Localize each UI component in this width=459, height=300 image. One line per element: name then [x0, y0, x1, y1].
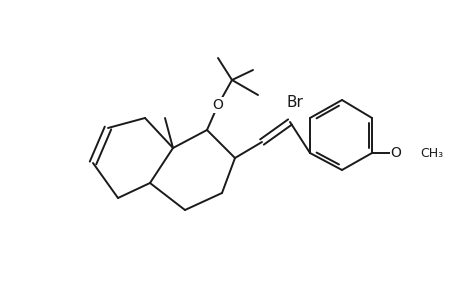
Text: Br: Br [286, 94, 303, 110]
Text: O: O [390, 146, 401, 160]
Text: O: O [212, 98, 223, 112]
Text: CH₃: CH₃ [419, 146, 442, 160]
